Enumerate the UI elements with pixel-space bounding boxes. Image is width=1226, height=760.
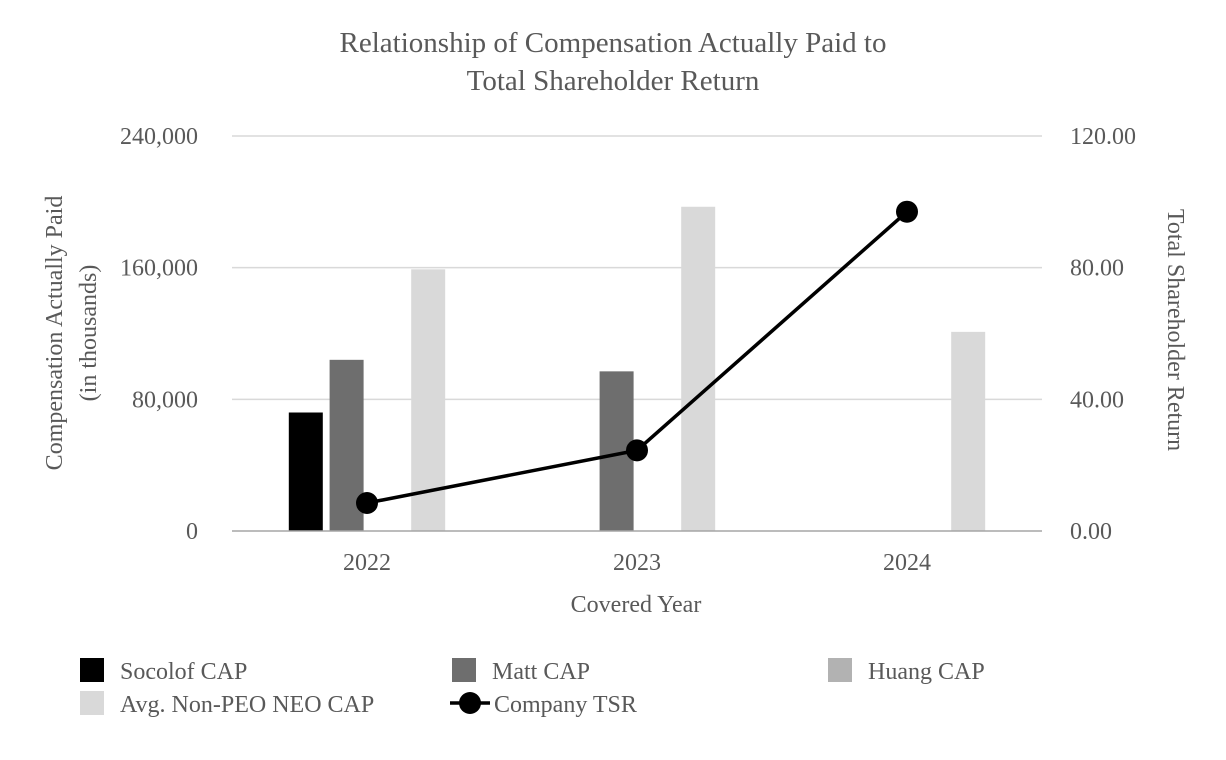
y2-axis-ticks: 0.00 40.00 80.00 120.00 [1070,124,1136,545]
tsr-line-series [356,200,918,515]
y-axis-ticks: 0 80,000 160,000 240,000 [120,124,198,545]
legend-label-company-tsr: Company TSR [494,692,637,718]
y-tick-label: 240,000 [120,124,198,150]
chart-title-line-2: Total Shareholder Return [467,65,760,97]
tsr-point-2024 [896,200,918,223]
gridlines [232,135,1042,401]
x-axis-title: Covered Year [571,592,702,618]
legend-label-avg-non-peo-neo-cap: Avg. Non-PEO NEO CAP [120,692,374,718]
y-tick-label: 0 [186,519,198,545]
y-tick-label: 80,000 [132,387,198,413]
chart-title-line-1: Relationship of Compensation Actually Pa… [340,27,887,59]
y2-tick-label: 80.00 [1070,256,1124,282]
x-tick-label: 2024 [883,550,931,576]
tsr-point-2023 [626,439,648,462]
x-tick-label: 2023 [613,550,661,576]
y2-axis-title: Total Shareholder Return [1162,209,1188,451]
y2-tick-label: 40.00 [1070,387,1124,413]
x-tick-label: 2022 [343,550,391,576]
bar-avg-non-peo-neo-cap-2024 [951,331,986,531]
y2-tick-label: 120.00 [1070,124,1136,150]
legend-marker-company-tsr [459,692,481,714]
legend-swatch-avg-non-peo-neo-cap [80,691,104,715]
legend-swatch-socolof-cap [80,658,104,682]
x-axis-ticks: 2022 2023 2024 [343,550,931,576]
y-axis-title-line-2: (in thousands) [76,265,102,402]
legend-label-huang-cap: Huang CAP [868,659,985,685]
y2-tick-label: 0.00 [1070,519,1112,545]
tsr-point-2022 [356,492,378,515]
legend-swatch-huang-cap [828,658,852,682]
y-tick-label: 160,000 [120,256,198,282]
legend-label-matt-cap: Matt CAP [492,659,590,685]
legend-swatch-matt-cap [452,658,476,682]
legend-label-socolof-cap: Socolof CAP [120,659,247,685]
bars [288,206,986,532]
bar-avg-non-peo-neo-cap-2023 [681,206,716,532]
bar-socolof-cap-2022 [288,412,323,531]
legend: Socolof CAP Matt CAP Huang CAP Avg. Non-PEO… [80,658,985,718]
y-axis-title-line-1: Compensation Actually Paid [42,196,68,471]
